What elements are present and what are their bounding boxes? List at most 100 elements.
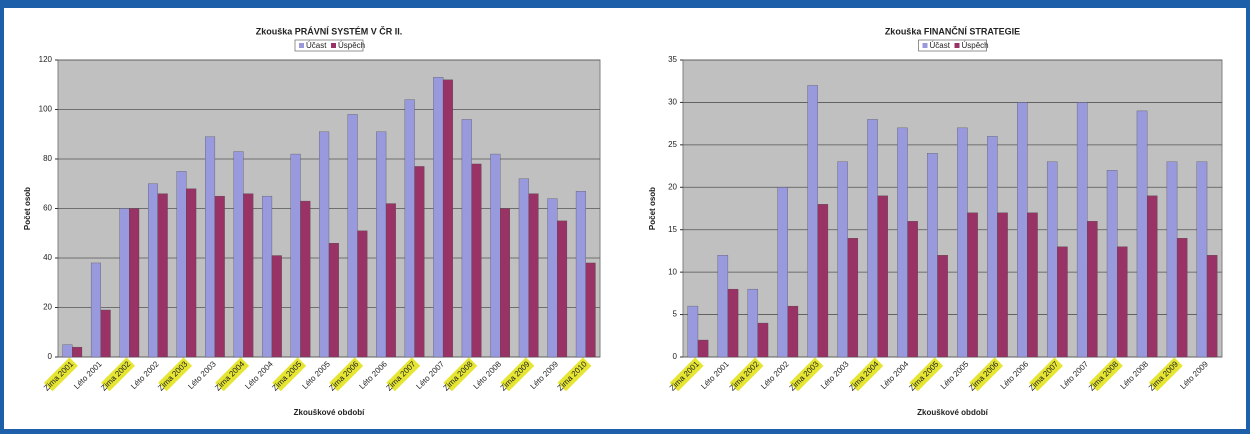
bar [129, 208, 140, 358]
bar [176, 171, 187, 358]
bar [997, 212, 1008, 358]
bar [461, 119, 472, 358]
x-tick-label: Zima 2002 [728, 359, 761, 392]
bar [847, 238, 859, 358]
x-tick-box [43, 357, 78, 392]
x-tick-label: Zima 2004 [213, 359, 246, 392]
x-tick-box [1088, 357, 1123, 392]
x-tick-box [500, 357, 535, 392]
bar [490, 153, 501, 358]
x-tick-label: Zima 2009 [1147, 359, 1180, 392]
bar [347, 114, 358, 358]
x-tick-label: Zima 2001 [42, 359, 75, 392]
y-tick-label: 30 [668, 98, 677, 107]
y-tick-label: 5 [673, 310, 678, 319]
bar [585, 262, 596, 358]
bar [518, 178, 529, 358]
x-tick-group: Zima 2008 [441, 357, 478, 393]
bar [376, 131, 387, 358]
bar [967, 212, 978, 358]
x-tick-label: Zima 2005 [907, 359, 940, 392]
x-tick-group: Zima 2005 [907, 357, 944, 393]
bar [907, 221, 918, 358]
x-tick-group: Zima 2006 [327, 357, 364, 393]
chart-title: Zkouška PRÁVNÍ SYSTÉM V ČR II. [256, 25, 403, 36]
x-tick-label: Zima 2005 [270, 359, 303, 392]
bar [72, 346, 83, 358]
x-tick-group: Zima 2010 [556, 357, 592, 393]
y-axis-label: Počet osob [648, 187, 657, 230]
bar [119, 208, 130, 358]
x-tick-group: Zima 2001 [668, 357, 704, 393]
bar [1027, 212, 1038, 358]
bar [1166, 161, 1178, 358]
y-axis-label: Počet osob [23, 187, 32, 230]
bar [697, 339, 709, 358]
bar [186, 188, 197, 358]
x-tick-group: Zima 2004 [213, 357, 250, 393]
x-axis-label: Zkouškové období [917, 408, 988, 417]
bar [575, 191, 586, 358]
bar [1017, 102, 1028, 358]
x-tick-box [557, 357, 592, 392]
bar [747, 288, 759, 358]
x-tick-label: Zima 2010 [556, 359, 589, 392]
bar [1046, 161, 1058, 358]
bar [328, 242, 339, 358]
bar [319, 131, 330, 358]
y-tick-label: 40 [43, 253, 52, 262]
bar [837, 161, 848, 358]
bar [787, 305, 799, 358]
x-tick-box [443, 357, 478, 392]
bar [897, 127, 908, 358]
bar [262, 195, 273, 358]
x-tick-box [969, 357, 1004, 392]
y-tick-label: 0 [48, 352, 53, 361]
bar [528, 193, 539, 358]
bar [987, 136, 998, 358]
x-tick-group: Zima 2009 [498, 357, 535, 393]
bar [1206, 255, 1218, 358]
bar [243, 193, 254, 358]
x-tick-group: Zima 2002 [99, 357, 135, 393]
x-tick-label: Zima 2003 [788, 359, 821, 392]
bar [471, 163, 482, 358]
x-tick-box [386, 357, 421, 392]
x-tick-label: Léto 2009 [1178, 359, 1210, 391]
bar [727, 288, 739, 358]
bar [1117, 246, 1128, 358]
bar [807, 85, 818, 358]
y-tick-label: 10 [668, 267, 677, 276]
bar [1087, 221, 1098, 358]
x-tick-group: Zima 2005 [270, 357, 307, 393]
bar [442, 79, 453, 358]
x-tick-label: Zima 2007 [1027, 359, 1060, 392]
bar [90, 262, 101, 358]
bar [557, 220, 568, 358]
x-tick-group: Zima 2004 [847, 357, 884, 393]
y-tick-label: 60 [43, 204, 52, 213]
x-tick-label: Zima 2008 [1087, 359, 1120, 392]
page: Zkouška PRÁVNÍ SYSTÉM V ČR II. Účast Úspěc… [4, 8, 1246, 429]
x-tick-box [1148, 357, 1183, 392]
bar [687, 305, 699, 358]
bar [717, 255, 729, 358]
x-tick-box [215, 357, 250, 392]
bar [205, 136, 216, 358]
y-tick-label: 35 [668, 55, 677, 64]
legend-box [918, 39, 987, 52]
x-tick-group: Zima 2003 [788, 357, 824, 393]
bar [817, 204, 829, 358]
bar [271, 255, 282, 358]
bar [1136, 110, 1148, 358]
y-tick-label: 20 [668, 182, 677, 191]
bar [357, 230, 368, 358]
y-tick-label: 80 [43, 154, 52, 163]
bar [937, 255, 948, 358]
bar [1146, 195, 1158, 358]
bar [300, 200, 311, 358]
y-tick-label: 120 [39, 55, 53, 64]
x-tick-group: Léto 2009 [1178, 359, 1210, 391]
bar [414, 166, 425, 358]
bar [877, 195, 888, 358]
